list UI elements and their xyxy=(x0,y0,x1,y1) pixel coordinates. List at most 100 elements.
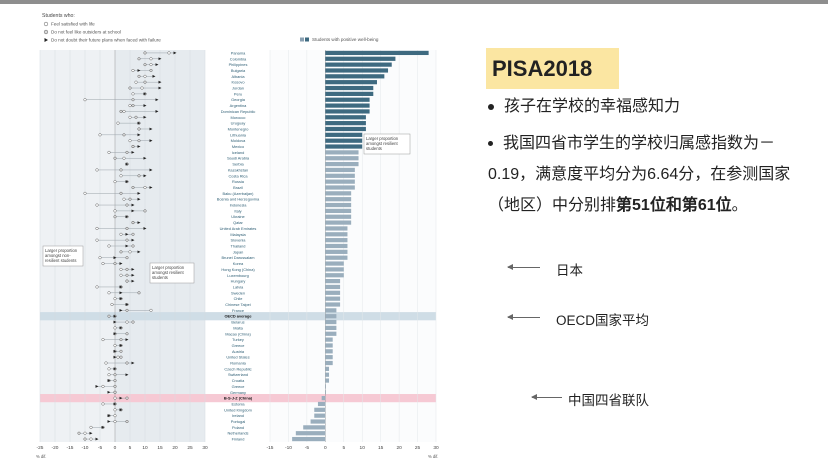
country-label: Austria xyxy=(232,349,245,354)
dot-failure xyxy=(143,92,147,96)
dot-failure xyxy=(131,361,135,365)
wellbeing-bar xyxy=(325,238,348,243)
dot-outsiders xyxy=(131,104,135,108)
dot-failure xyxy=(137,197,141,201)
country-label: Luxembourg xyxy=(227,273,249,278)
dot-outsiders xyxy=(113,262,117,266)
wellbeing-bar xyxy=(325,62,392,67)
country-label: Ireland xyxy=(232,413,244,418)
dot-failure xyxy=(107,420,111,423)
dot-outsiders xyxy=(125,238,129,242)
country-label: Russia xyxy=(232,179,245,184)
right-tick-label: 0 xyxy=(324,445,327,451)
country-label: Czech Republic xyxy=(224,366,251,371)
dot-outsiders xyxy=(137,127,141,131)
wellbeing-bar xyxy=(325,68,389,73)
country-label: France xyxy=(232,308,244,313)
wellbeing-bar xyxy=(295,431,326,436)
dot-satisfied xyxy=(128,139,132,143)
dot-failure xyxy=(155,110,159,113)
dot-outsiders xyxy=(128,86,132,90)
dot-failure xyxy=(95,385,99,388)
dot-failure xyxy=(119,262,123,265)
dot-failure xyxy=(107,379,111,382)
dot-failure xyxy=(131,279,135,283)
dot-outsiders xyxy=(83,437,87,441)
dot-failure xyxy=(113,332,117,336)
dot-failure xyxy=(131,273,135,277)
dot-failure xyxy=(125,232,129,236)
country-label: Hungary xyxy=(231,279,246,284)
dot-outsiders xyxy=(137,174,141,178)
dot-satisfied xyxy=(107,367,111,371)
country-label: Slovenia xyxy=(231,238,247,243)
country-label: Greece xyxy=(232,384,245,389)
dot-satisfied xyxy=(104,361,108,365)
left-tick-label: 25 xyxy=(187,445,193,451)
dot-satisfied xyxy=(122,156,126,160)
wellbeing-bar xyxy=(325,50,429,56)
slide-title: PISA2018 xyxy=(486,48,619,89)
country-label: Dominican Republic xyxy=(221,109,256,114)
right-tick-label: 5 xyxy=(342,445,345,451)
dot-satisfied xyxy=(95,203,99,207)
wellbeing-bar xyxy=(325,202,352,208)
svg-text:Feel satisfied with life: Feel satisfied with life xyxy=(51,22,95,27)
dot-failure xyxy=(131,268,135,271)
wellbeing-bar xyxy=(325,214,352,219)
plot-area: PanamaColombiaPhilippinesBulgariaAlbania… xyxy=(37,50,439,451)
wellbeing-bar xyxy=(325,109,370,114)
dot-failure xyxy=(131,238,135,242)
left-tick-label: 20 xyxy=(172,445,178,451)
wellbeing-bar xyxy=(325,138,363,143)
wellbeing-bar xyxy=(325,366,330,371)
dot-failure xyxy=(125,162,129,166)
dot-satisfied xyxy=(143,185,147,190)
china-highlight-band xyxy=(40,394,436,403)
country-label: Costa Rica xyxy=(228,173,248,178)
dot-outsiders xyxy=(77,431,81,435)
svg-text:resilient students: resilient students xyxy=(45,258,76,263)
wellbeing-bar xyxy=(325,255,348,260)
dot-failure xyxy=(107,390,111,394)
left-tick-label: -25 xyxy=(37,445,44,451)
dot-outsiders xyxy=(113,373,117,377)
wellbeing-bar xyxy=(325,103,370,108)
legend-item-failure: Do not doubt their future plans when fac… xyxy=(44,38,161,43)
arrow-china-icon xyxy=(531,394,562,400)
left-tick-label: 10 xyxy=(142,445,148,451)
dot-failure xyxy=(95,437,99,441)
bullet-wellbeing: 孩子在学校的幸福感知力 xyxy=(488,92,680,116)
dot-failure xyxy=(143,104,147,107)
dot-outsiders xyxy=(119,355,123,359)
dot-satisfied xyxy=(110,302,114,307)
dot-satisfied xyxy=(89,425,93,429)
dot-failure xyxy=(125,338,129,342)
dot-failure xyxy=(107,414,111,418)
dot-satisfied xyxy=(125,320,129,324)
dot-failure xyxy=(152,74,156,78)
dot-satisfied xyxy=(128,115,132,119)
wellbeing-bar xyxy=(310,419,326,424)
svg-text:students: students xyxy=(152,275,168,280)
country-label: Latvia xyxy=(233,284,244,289)
dot-failure xyxy=(119,297,123,301)
findings-text: 我国四省市学生的学校归属感指数为－0.19，满意度平均分为6.64分，在参测国家… xyxy=(488,135,791,214)
country-label: Bulgaria xyxy=(231,68,246,73)
country-label: Switzerland xyxy=(228,372,248,377)
wellbeing-bar xyxy=(325,179,355,184)
wellbeing-bar xyxy=(325,360,333,366)
dot-outsiders xyxy=(125,256,129,260)
wellbeing-bar xyxy=(303,425,326,430)
wellbeing-bar xyxy=(325,97,370,102)
callout-left-a: Larger proportion amongst non- resilient… xyxy=(42,245,84,267)
dot-failure xyxy=(113,349,117,353)
dot-failure xyxy=(113,320,117,324)
country-label: Portugal xyxy=(231,419,246,424)
arrow-oecd-icon xyxy=(507,314,540,320)
right-tick-label: -10 xyxy=(285,445,292,451)
arrow-japan-icon xyxy=(507,264,540,270)
wellbeing-bar xyxy=(321,396,326,401)
dot-satisfied xyxy=(140,86,144,90)
dot-satisfied xyxy=(128,250,132,254)
